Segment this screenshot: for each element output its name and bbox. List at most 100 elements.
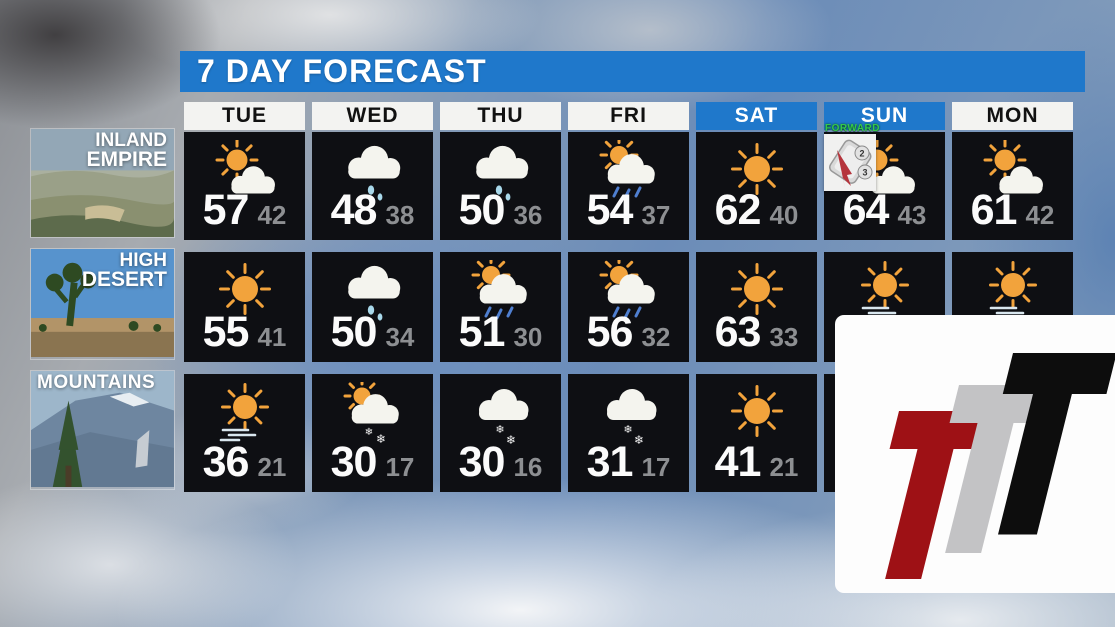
sunny-icon <box>696 382 817 446</box>
svg-text:❄: ❄ <box>364 427 372 438</box>
day-header-fri: FRI <box>568 102 689 130</box>
sun-snow-icon: ❄ ❄ <box>312 382 433 446</box>
forecast-cell-sat: 63 33 <box>696 252 817 362</box>
spring-forward-badge: 2 3 FORWARD <box>824 123 880 193</box>
forecast-cell-thu: 50 36 <box>440 132 561 240</box>
temps-row: 48 38 <box>312 186 433 235</box>
high-temp: 55 <box>202 308 250 356</box>
temps-row: 55 41 <box>184 308 305 357</box>
temps-row: 30 17 <box>312 438 433 487</box>
low-temp: 41 <box>257 322 287 352</box>
rain-icon <box>440 140 561 204</box>
region-label-line1: HIGH <box>119 250 168 271</box>
low-temp: 32 <box>641 322 671 352</box>
sunny-icon <box>696 140 817 204</box>
day-header-thu: THU <box>440 102 561 130</box>
region-photo-mountains: MOUNTAINS <box>30 370 175 490</box>
clock-box: 2 3 <box>824 134 876 191</box>
low-temp: 33 <box>769 322 799 352</box>
high-temp: 63 <box>714 308 762 356</box>
temps-row: 57 42 <box>184 186 305 235</box>
sunny-icon <box>696 260 817 324</box>
temps-row: 50 36 <box>440 186 561 235</box>
day-header-sun: SUN <box>824 102 945 130</box>
partly-cloudy-icon <box>952 140 1073 204</box>
forecast-cell-fri: 56 32 <box>568 252 689 362</box>
sunny-windy-icon <box>184 382 305 446</box>
svg-text:❄: ❄ <box>623 423 632 436</box>
region-photo-high-desert: HIGH DESERT <box>30 248 175 360</box>
region-label-inland-empire: INLAND EMPIRE <box>86 130 167 172</box>
rain-icon <box>312 140 433 204</box>
temps-row: 61 42 <box>952 186 1073 235</box>
svg-text:❄: ❄ <box>633 433 643 446</box>
day-header-sat: SAT <box>696 102 817 130</box>
region-label-line2: EMPIRE <box>86 148 167 172</box>
sun-rain-icon <box>568 140 689 204</box>
temps-row: 30 16 <box>440 438 561 487</box>
region-label-mountains: MOUNTAINS <box>37 372 156 393</box>
region-label-high-desert: HIGH DESERT <box>81 250 168 292</box>
temps-row: 62 40 <box>696 186 817 235</box>
svg-text:❄: ❄ <box>375 432 385 446</box>
low-temp: 17 <box>641 452 671 482</box>
triple-t-logo-icon <box>885 353 1115 579</box>
partly-cloudy-icon <box>184 140 305 204</box>
forecast-cell-fri: ❄ ❄ 31 17 <box>568 374 689 492</box>
low-temp: 21 <box>769 452 799 482</box>
temps-row: 56 32 <box>568 308 689 357</box>
high-temp: 31 <box>586 438 634 486</box>
rain-icon <box>312 260 433 324</box>
temps-row: 63 33 <box>696 308 817 357</box>
high-temp: 41 <box>714 438 762 486</box>
low-temp: 43 <box>897 200 927 230</box>
region-label-line1: MOUNTAINS <box>37 372 156 393</box>
cloud-snow-icon: ❄ ❄ <box>568 382 689 446</box>
high-temp: 36 <box>202 438 250 486</box>
sunny-windy-icon <box>952 260 1073 324</box>
high-temp: 64 <box>842 186 890 234</box>
clock-forward-icon: 2 3 <box>829 139 873 188</box>
forecast-cell-sat: 41 21 <box>696 374 817 492</box>
high-temp: 30 <box>458 438 506 486</box>
forecast-title: 7 DAY FORECAST <box>197 53 487 89</box>
forecast-cell-wed: 48 38 <box>312 132 433 240</box>
forecast-cell-tue: 55 41 <box>184 252 305 362</box>
low-temp: 17 <box>385 452 415 482</box>
forecast-title-bar: 7 DAY FORECAST <box>180 51 1085 92</box>
temps-row: 41 21 <box>696 438 817 487</box>
station-logo <box>835 315 1115 593</box>
low-temp: 38 <box>385 200 415 230</box>
forecast-cell-sun: 64 43 2 3 FORWARD <box>824 123 945 240</box>
temps-row: 54 37 <box>568 186 689 235</box>
forecast-cell-sat: 62 40 <box>696 132 817 240</box>
low-temp: 40 <box>769 200 799 230</box>
sun-rain-icon <box>568 260 689 324</box>
sunny-windy-icon <box>824 260 945 324</box>
svg-text:3: 3 <box>862 168 867 178</box>
svg-text:2: 2 <box>859 149 864 159</box>
temps-row: 64 43 <box>824 186 945 235</box>
forecast-cell-tue: 36 21 <box>184 374 305 492</box>
low-temp: 42 <box>1025 200 1055 230</box>
forecast-cell-thu: 51 30 <box>440 252 561 362</box>
temps-row: 31 17 <box>568 438 689 487</box>
forecast-cell-tue: 57 42 <box>184 132 305 240</box>
high-temp: 56 <box>586 308 634 356</box>
high-temp: 48 <box>330 186 378 234</box>
low-temp: 42 <box>257 200 287 230</box>
forecast-cell-thu: ❄ ❄ 30 16 <box>440 374 561 492</box>
cloud-snow-icon: ❄ ❄ <box>440 382 561 446</box>
region-label-line1: INLAND <box>95 130 167 151</box>
day-header-wed: WED <box>312 102 433 130</box>
spring-forward-label: FORWARD <box>825 123 880 134</box>
forecast-cell-wed: 50 34 <box>312 252 433 362</box>
region-label-line2: DESERT <box>81 268 167 292</box>
low-temp: 30 <box>513 322 543 352</box>
sun-rain-icon <box>440 260 561 324</box>
low-temp: 21 <box>257 452 287 482</box>
day-header-tue: TUE <box>184 102 305 130</box>
high-temp: 62 <box>714 186 762 234</box>
high-temp: 61 <box>970 186 1018 234</box>
